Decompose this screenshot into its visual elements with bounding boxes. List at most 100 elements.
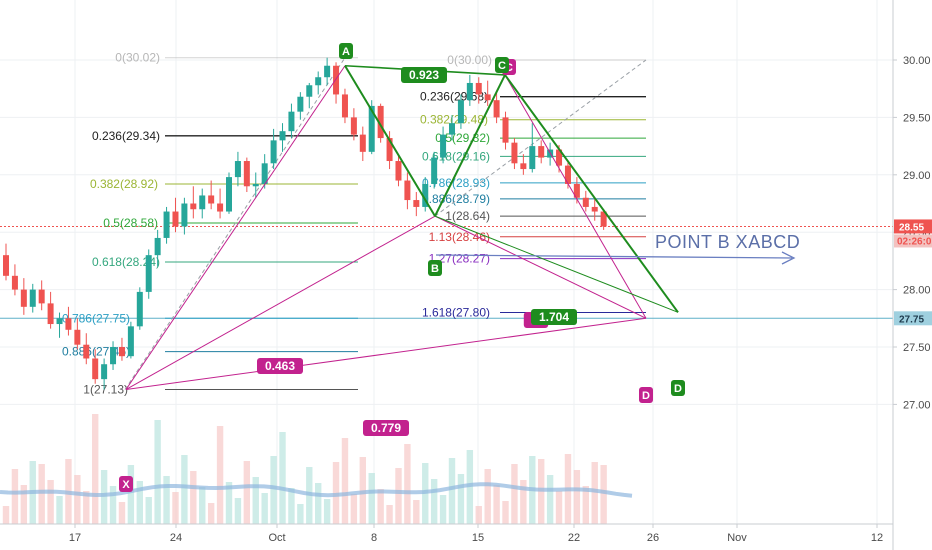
volume-bar <box>190 471 197 524</box>
pattern-green-cd <box>504 74 679 313</box>
annotation-arrow-line <box>435 254 793 259</box>
candle-body <box>457 100 464 124</box>
price-axis[interactable]: 30.0029.5029.0028.5028.0027.5027.0028.55… <box>892 0 932 550</box>
point-label: D <box>642 390 650 402</box>
volume-bar <box>573 470 581 524</box>
volume-bar <box>83 491 90 524</box>
candle-body <box>404 180 411 201</box>
candle-body <box>297 96 304 112</box>
point-marker-bg <box>339 43 353 59</box>
candle-body <box>145 255 152 292</box>
candle-body <box>315 77 322 86</box>
ratio-label: 0.463 <box>265 359 295 373</box>
pattern-green-ab <box>344 65 436 217</box>
time-tick-label: Oct <box>268 532 285 544</box>
hline-price-label: 27.75 <box>899 314 924 325</box>
candle-body <box>413 200 420 207</box>
volume-bar <box>457 474 465 524</box>
annotation-arrow-head <box>781 251 796 265</box>
candle-body <box>422 183 429 207</box>
volume-bar <box>404 444 411 524</box>
candle-body <box>190 203 197 210</box>
ratio-badge-bg <box>257 358 303 374</box>
volume-bar <box>297 504 304 524</box>
time-tick-label: 12 <box>871 532 883 544</box>
volume-ma-line <box>0 482 633 498</box>
point-marker-bg <box>671 380 685 396</box>
pattern-magenta-bd <box>434 215 647 319</box>
time-tick-label: 8 <box>371 532 377 544</box>
volume-bar <box>109 486 117 524</box>
candle-body <box>181 203 188 227</box>
volume-bar <box>56 496 63 524</box>
pattern-green-bc <box>434 74 506 217</box>
volume-bar <box>136 481 143 524</box>
fib-right-label: 0.382(29.48) <box>420 113 488 127</box>
price-tick-label: 30.00 <box>903 55 931 67</box>
volume-bar <box>448 458 456 524</box>
fib-left-trend <box>124 57 346 390</box>
ratio-badge-bg <box>363 420 409 436</box>
volume-bar <box>270 456 277 524</box>
volume-bar <box>243 461 251 524</box>
candle-body <box>38 289 45 304</box>
candle-body <box>29 289 36 307</box>
volume-bar <box>323 499 331 524</box>
volume-bar <box>386 505 393 524</box>
volume-bar <box>2 506 10 524</box>
candle-body <box>3 255 9 276</box>
fib-left-label: 0.236(29.34) <box>92 129 160 143</box>
volume-bar <box>377 489 384 524</box>
fib-left-label: 0.618(28.24) <box>92 255 160 269</box>
volume-bar <box>47 480 54 524</box>
point-marker-b: B <box>428 260 442 276</box>
candle-body <box>217 203 224 212</box>
price-tick-label: 29.00 <box>903 170 931 182</box>
volume-bar <box>225 482 233 524</box>
point-marker-d: D <box>639 387 653 403</box>
ratio-label: 0.923 <box>409 68 439 82</box>
candle-body <box>208 195 215 204</box>
candle-body <box>493 100 500 118</box>
volume-bar <box>439 495 447 524</box>
candle-body <box>199 195 206 210</box>
candle-body <box>306 85 313 97</box>
pattern-green-bd <box>434 215 679 313</box>
candle-body <box>341 94 348 118</box>
last-price-badge <box>894 219 932 234</box>
fib-right-label: 0(30.00) <box>447 53 492 67</box>
pattern-magenta-xd <box>125 317 647 390</box>
candle-body <box>56 318 63 325</box>
fib-right-trend <box>434 59 647 217</box>
price-tick-label: 29.50 <box>903 112 931 124</box>
point-label: A <box>342 46 350 58</box>
volume-bar <box>546 475 554 524</box>
fib-right-label: 1.13(28.46) <box>429 230 490 244</box>
volume-bar <box>38 464 45 524</box>
point-label: D <box>674 383 682 395</box>
point-label: C <box>498 60 506 72</box>
pattern-magenta-xa <box>125 65 346 390</box>
volume-bar <box>484 469 491 524</box>
volume-bar <box>11 469 19 524</box>
point-marker-a: A <box>339 43 353 59</box>
time-axis[interactable]: 17 24 Oct 8 15 22 26 Nov 12 <box>0 523 893 544</box>
fib-left-label: 1(27.13) <box>83 382 128 396</box>
candle-body <box>252 183 259 187</box>
fib-right-label: 1.618(27.80) <box>422 306 490 320</box>
point-marker-bg <box>119 476 133 492</box>
point-label: C <box>505 62 513 74</box>
ratio-badge: 1.704 <box>531 309 577 325</box>
volume-bar <box>520 480 527 524</box>
volume-bar <box>430 479 438 524</box>
point-marker-bg <box>495 57 509 73</box>
candle-body <box>83 344 90 359</box>
volume-bar <box>172 492 179 524</box>
candle-body <box>279 131 286 141</box>
volume-bar <box>413 500 420 524</box>
volume-bar <box>591 462 598 524</box>
hline-price-badge <box>894 311 932 326</box>
annotation: POINT B XABCD <box>435 232 800 265</box>
volume-bar <box>600 465 607 524</box>
